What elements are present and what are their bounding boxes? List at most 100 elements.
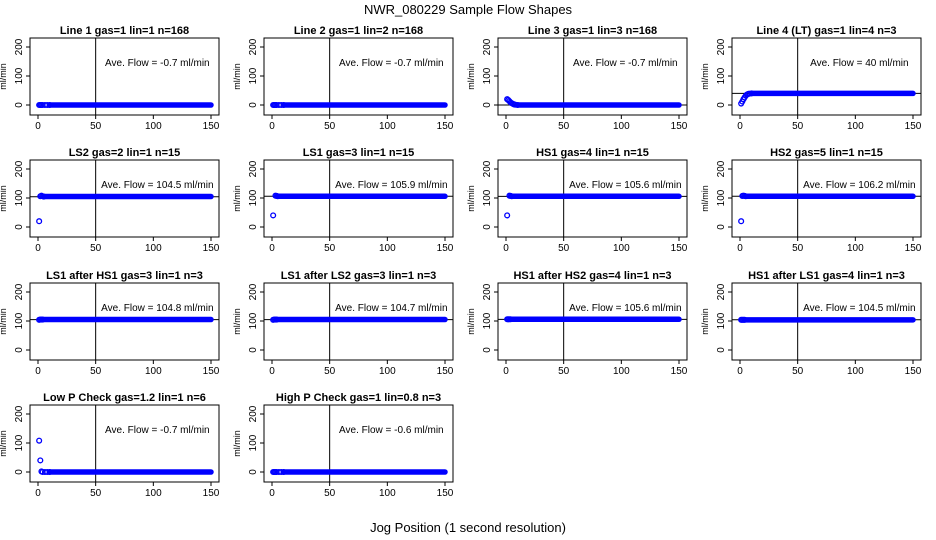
panel-title: LS1 gas=3 lin=1 n=15 bbox=[303, 147, 415, 159]
panel: LS2 gas=2 lin=1 n=15 ml/min 0 50 100 150 0 100 2… bbox=[0, 147, 220, 254]
panel-title: LS1 after HS1 gas=3 lin=1 n=3 bbox=[46, 270, 203, 282]
x-tick-label: 150 bbox=[203, 243, 220, 254]
x-tick-label: 0 bbox=[35, 488, 41, 499]
y-tick-label: 0 bbox=[716, 102, 727, 108]
y-tick-label: 100 bbox=[248, 434, 259, 451]
y-tick-label: 100 bbox=[248, 189, 259, 206]
x-tick-label: 150 bbox=[437, 488, 454, 499]
panel-title: LS2 gas=2 lin=1 n=15 bbox=[69, 147, 181, 159]
y-tick-label: 100 bbox=[482, 67, 493, 84]
x-tick-label: 50 bbox=[90, 366, 102, 377]
annotation: Ave. Flow = 104.8 ml/min bbox=[101, 303, 213, 314]
x-tick-label: 0 bbox=[737, 366, 743, 377]
x-tick-label: 0 bbox=[35, 366, 41, 377]
annotation: Ave. Flow = -0.7 ml/min bbox=[105, 425, 210, 436]
figure-xlabel: Jog Position (1 second resolution) bbox=[370, 520, 566, 535]
panel-title: HS1 after LS1 gas=4 lin=1 n=3 bbox=[748, 270, 905, 282]
x-tick-label: 50 bbox=[324, 366, 336, 377]
y-axis-label: ml/min bbox=[0, 430, 8, 457]
y-tick-label: 100 bbox=[716, 312, 727, 329]
data-point bbox=[504, 212, 511, 219]
y-tick-label: 100 bbox=[14, 434, 25, 451]
annotation: Ave. Flow = 104.5 ml/min bbox=[101, 180, 213, 191]
y-axis-label: ml/min bbox=[232, 185, 242, 212]
y-tick-label: 100 bbox=[716, 67, 727, 84]
x-tick-label: 50 bbox=[792, 366, 804, 377]
x-tick-label: 0 bbox=[269, 243, 275, 254]
annotation: Ave. Flow = -0.7 ml/min bbox=[339, 58, 444, 69]
x-tick-label: 0 bbox=[737, 243, 743, 254]
panel-title: Line 2 gas=1 lin=2 n=168 bbox=[294, 25, 423, 37]
y-axis-label: ml/min bbox=[0, 185, 8, 212]
y-axis-label: ml/min bbox=[700, 63, 710, 90]
panels: Line 1 gas=1 lin=1 n=168 ml/min 0 50 100 150 0… bbox=[0, 25, 922, 499]
annotation: Ave. Flow = -0.7 ml/min bbox=[573, 58, 678, 69]
y-tick-label: 200 bbox=[482, 38, 493, 55]
y-tick-label: 100 bbox=[248, 67, 259, 84]
y-tick-label: 0 bbox=[248, 347, 259, 353]
x-tick-label: 50 bbox=[324, 243, 336, 254]
y-tick-label: 200 bbox=[248, 405, 259, 422]
annotation: Ave. Flow = 105.6 ml/min bbox=[569, 303, 681, 314]
y-tick-label: 100 bbox=[14, 67, 25, 84]
y-tick-label: 200 bbox=[14, 283, 25, 300]
y-tick-label: 100 bbox=[14, 189, 25, 206]
x-tick-label: 150 bbox=[437, 121, 454, 132]
y-tick-label: 200 bbox=[716, 38, 727, 55]
x-tick-label: 50 bbox=[558, 121, 570, 132]
x-tick-label: 50 bbox=[324, 121, 336, 132]
y-axis-label: ml/min bbox=[466, 63, 476, 90]
y-tick-label: 200 bbox=[482, 160, 493, 177]
annotation: Ave. Flow = -0.6 ml/min bbox=[339, 425, 444, 436]
x-tick-label: 100 bbox=[379, 488, 396, 499]
x-tick-label: 50 bbox=[90, 243, 102, 254]
x-tick-label: 100 bbox=[379, 243, 396, 254]
panel: HS1 after HS2 gas=4 lin=1 n=3 ml/min 0 50 10… bbox=[466, 270, 688, 377]
y-axis-label: ml/min bbox=[466, 308, 476, 335]
x-tick-label: 100 bbox=[613, 366, 630, 377]
x-tick-label: 100 bbox=[613, 121, 630, 132]
data-point bbox=[738, 218, 745, 225]
x-tick-label: 50 bbox=[792, 243, 804, 254]
x-tick-label: 100 bbox=[145, 488, 162, 499]
y-tick-label: 0 bbox=[14, 469, 25, 475]
panel: Line 1 gas=1 lin=1 n=168 ml/min 0 50 100 150 0… bbox=[0, 25, 220, 132]
y-tick-label: 0 bbox=[14, 224, 25, 230]
panel-title: Line 3 gas=1 lin=3 n=168 bbox=[528, 25, 657, 37]
x-tick-label: 150 bbox=[671, 243, 688, 254]
panel-title: High P Check gas=1 lin=0.8 n=3 bbox=[276, 392, 441, 404]
panel: LS1 gas=3 lin=1 n=15 ml/min 0 50 100 150 0 100 2… bbox=[232, 147, 454, 254]
panel: HS1 gas=4 lin=1 n=15 ml/min 0 50 100 150 0 100 2… bbox=[466, 147, 688, 254]
y-tick-label: 200 bbox=[248, 283, 259, 300]
panel: LS1 after HS1 gas=3 lin=1 n=3 ml/min 0 50 10… bbox=[0, 270, 220, 377]
annotation: Ave. Flow = 106.2 ml/min bbox=[803, 180, 915, 191]
x-tick-label: 0 bbox=[503, 243, 509, 254]
y-tick-label: 0 bbox=[482, 102, 493, 108]
data-point bbox=[37, 457, 44, 464]
y-axis-label: ml/min bbox=[700, 308, 710, 335]
y-tick-label: 200 bbox=[248, 38, 259, 55]
x-tick-label: 100 bbox=[847, 243, 864, 254]
x-tick-label: 0 bbox=[35, 243, 41, 254]
panel: LS1 after LS2 gas=3 lin=1 n=3 ml/min 0 50 10… bbox=[232, 270, 454, 377]
x-tick-label: 150 bbox=[905, 366, 922, 377]
x-tick-label: 100 bbox=[847, 366, 864, 377]
panel-title: HS1 after HS2 gas=4 lin=1 n=3 bbox=[513, 270, 671, 282]
panel-title: HS1 gas=4 lin=1 n=15 bbox=[536, 147, 649, 159]
x-tick-label: 100 bbox=[145, 121, 162, 132]
x-tick-label: 150 bbox=[203, 366, 220, 377]
plot-frame bbox=[731, 37, 922, 116]
annotation: Ave. Flow = 105.9 ml/min bbox=[335, 180, 447, 191]
y-axis-label: ml/min bbox=[466, 185, 476, 212]
panel: Line 2 gas=1 lin=2 n=168 ml/min 0 50 100 150 0… bbox=[232, 25, 454, 132]
panel: Low P Check gas=1.2 lin=1 n=6 ml/min 0 50 10… bbox=[0, 392, 220, 499]
x-tick-label: 150 bbox=[671, 366, 688, 377]
panel-title: Line 1 gas=1 lin=1 n=168 bbox=[60, 25, 189, 37]
panel: HS1 after LS1 gas=4 lin=1 n=3 ml/min 0 50 10… bbox=[700, 270, 922, 377]
y-axis-label: ml/min bbox=[232, 63, 242, 90]
annotation: Ave. Flow = -0.7 ml/min bbox=[105, 58, 210, 69]
annotation: Ave. Flow = 104.5 ml/min bbox=[803, 303, 915, 314]
x-tick-label: 100 bbox=[145, 366, 162, 377]
y-tick-label: 200 bbox=[14, 405, 25, 422]
